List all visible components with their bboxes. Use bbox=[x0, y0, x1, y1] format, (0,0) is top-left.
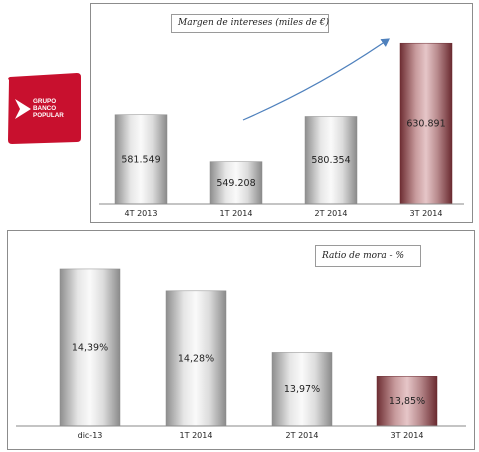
logo-text: GRUPO BANCO POPULAR bbox=[33, 98, 79, 119]
bar-value-label: 14,39% bbox=[72, 342, 108, 353]
logo-line: BANCO bbox=[33, 105, 57, 112]
bar bbox=[209, 161, 263, 205]
net-interest-margin-chart: Margen de intereses (miles de €) 581.549… bbox=[90, 3, 473, 223]
category-label: dic-13 bbox=[78, 431, 103, 440]
bar bbox=[399, 42, 453, 205]
logo-line: POPULAR bbox=[33, 112, 64, 119]
bar bbox=[271, 352, 333, 427]
chart-1-svg: 14,39% dic-13 14,28% 1T 2014 13,97% 2T 2014 13… bbox=[16, 268, 466, 440]
category-label: 1T 2014 bbox=[220, 209, 253, 218]
bar-value-label: 580.354 bbox=[311, 155, 350, 166]
logo-line: GRUPO bbox=[33, 98, 57, 105]
chart-title: Ratio de mora - % bbox=[315, 245, 421, 267]
bar-value-label: 581.549 bbox=[121, 154, 160, 165]
bar-value-label: 13,85% bbox=[389, 396, 425, 407]
category-label: 2T 2014 bbox=[286, 431, 319, 440]
bar-value-label: 630.891 bbox=[406, 119, 445, 130]
chart-title: Margen de intereses (miles de €) bbox=[171, 14, 329, 33]
bar-value-label: 14,28% bbox=[178, 353, 214, 364]
npl-ratio-chart: Ratio de mora - % 14,39% dic-13 14,28% 1T 2… bbox=[7, 230, 475, 450]
bar bbox=[165, 290, 227, 427]
bar bbox=[59, 268, 121, 427]
logo-background-shape bbox=[8, 73, 81, 144]
category-label: 3T 2014 bbox=[391, 431, 424, 440]
logo-arrow-icon bbox=[15, 99, 31, 119]
grupo-banco-popular-logo bbox=[3, 72, 83, 144]
category-label: 2T 2014 bbox=[315, 209, 348, 218]
bar bbox=[304, 116, 358, 205]
category-label: 1T 2014 bbox=[180, 431, 213, 440]
category-label: 4T 2013 bbox=[125, 209, 158, 218]
trend-arrow bbox=[242, 38, 390, 121]
bar-value-label: 13,97% bbox=[284, 384, 320, 395]
bar-value-label: 549.208 bbox=[216, 178, 255, 189]
chart-0-svg: 581.549 4T 2013 549.208 1T 2014 580.354 2T 20… bbox=[99, 38, 464, 218]
category-label: 3T 2014 bbox=[410, 209, 443, 218]
